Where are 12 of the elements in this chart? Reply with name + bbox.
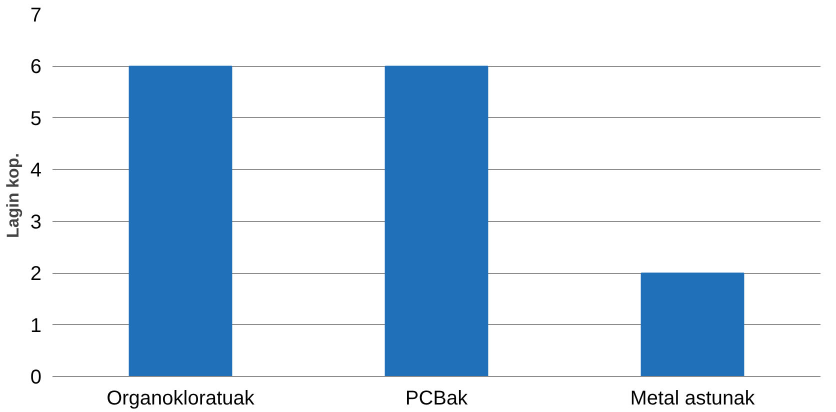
y-tick-label: 3	[30, 211, 42, 234]
y-tick-label: 1	[30, 314, 42, 337]
y-tick-label: 2	[30, 263, 42, 286]
x-tick-label: PCBak	[405, 388, 469, 410]
y-axis-title: Lagin kop.	[3, 153, 22, 238]
x-tick-label: Organokloratuak	[106, 388, 256, 410]
y-tick-label: 0	[30, 366, 42, 388]
y-tick-label: 4	[30, 160, 42, 182]
x-tick-label: Metal astunak	[630, 388, 756, 410]
y-tick-label: 6	[30, 56, 42, 78]
y-tick-label: 5	[30, 108, 42, 130]
y-tick-label: 7	[30, 4, 42, 26]
